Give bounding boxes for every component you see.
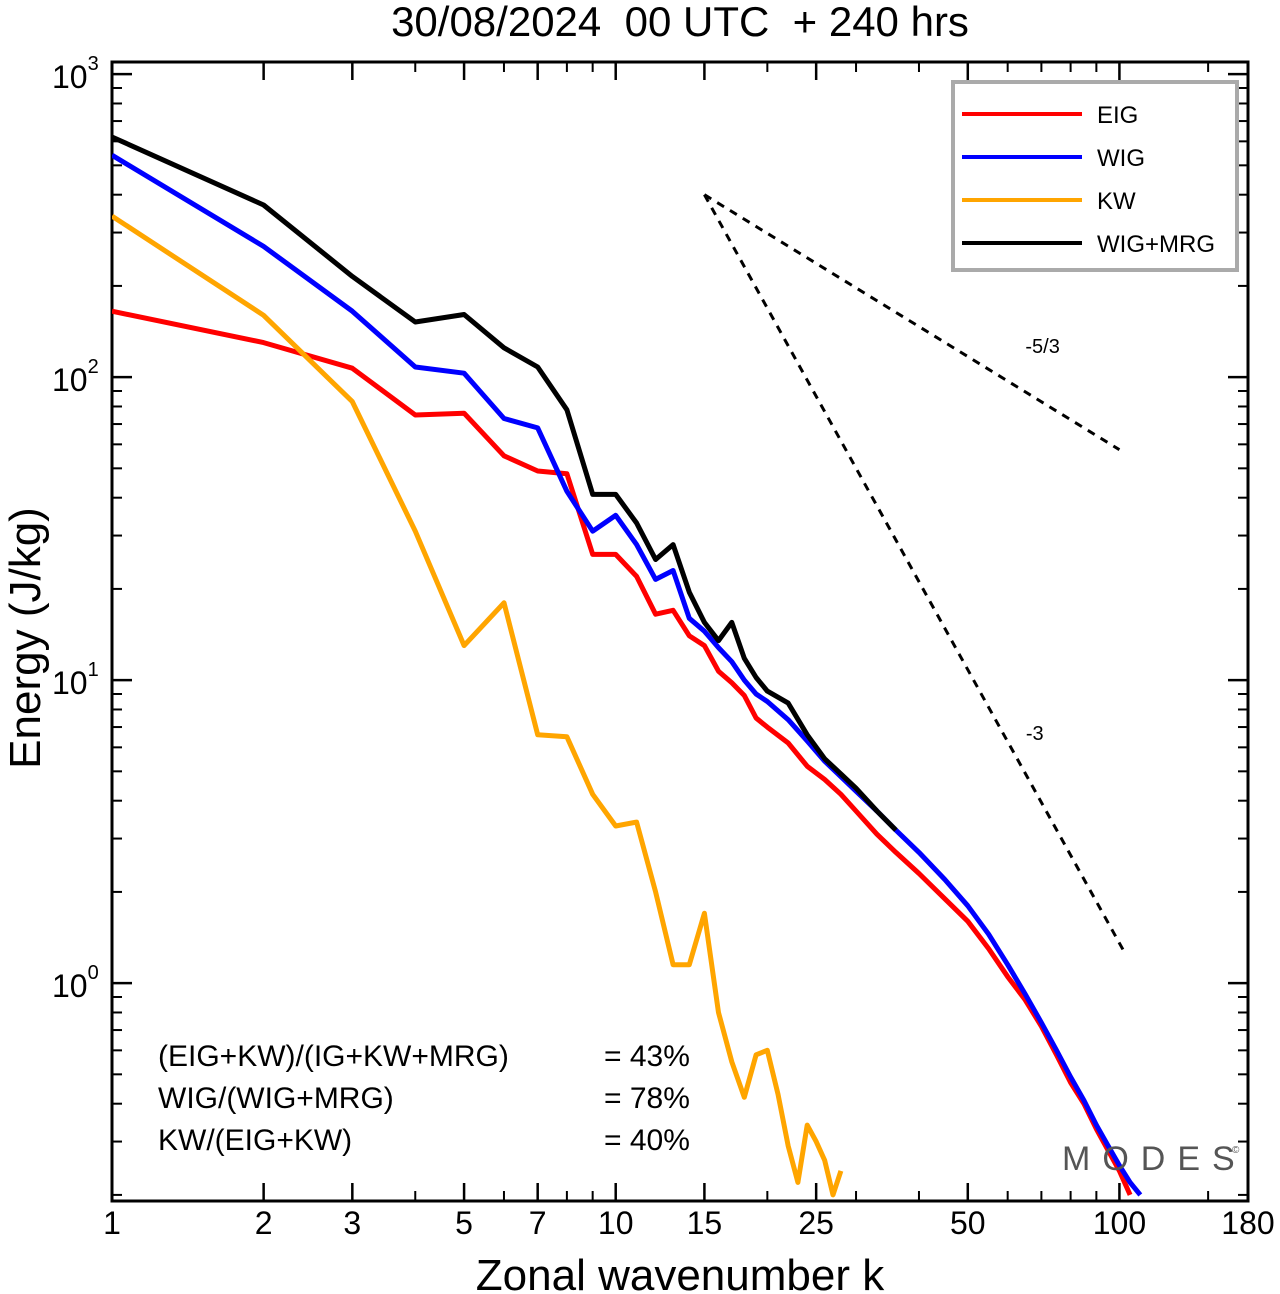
x-tick-label: 2 — [255, 1205, 273, 1241]
x-tick-label: 7 — [529, 1205, 547, 1241]
stat-label: WIG/(WIG+MRG) — [158, 1082, 394, 1115]
stat-label: KW/(EIG+KW) — [158, 1124, 352, 1157]
legend-label: WIG — [1097, 145, 1145, 172]
x-tick-label: 50 — [950, 1205, 986, 1241]
modes-watermark: MODES — [1062, 1140, 1247, 1178]
reference-lines: -5/3 -3 — [703, 193, 1128, 956]
chart-title: 30/08/2024 00 UTC + 240 hrs — [391, 0, 969, 45]
y-tick-label: 101 — [52, 659, 99, 701]
slope-label: -3 — [1026, 723, 1044, 745]
legend-label: EIG — [1097, 102, 1138, 129]
series-line-kw — [112, 214, 844, 1198]
stat-value: = 43% — [604, 1040, 690, 1073]
ratio-stats: (EIG+KW)/(IG+KW+MRG) = 43% WIG/(WIG+MRG) = … — [158, 1040, 690, 1157]
y-tick-label: 102 — [52, 356, 99, 398]
x-tick-label: 100 — [1093, 1205, 1146, 1241]
legend: EIG WIG KW WIG+MRG — [951, 80, 1239, 272]
x-tick-label: 1 — [103, 1205, 121, 1241]
legend-label: WIG+MRG — [1097, 231, 1215, 258]
y-tick-label: 100 — [52, 962, 99, 1004]
x-tick-label: 5 — [455, 1205, 473, 1241]
copyright-mark: © — [1232, 1145, 1240, 1156]
legend-label: KW — [1097, 188, 1136, 215]
x-tick-label: 3 — [343, 1205, 361, 1241]
stat-label: (EIG+KW)/(IG+KW+MRG) — [158, 1040, 509, 1073]
stat-value: = 78% — [604, 1082, 690, 1115]
x-tick-label: 10 — [598, 1205, 634, 1241]
x-axis: 1 2 3 5 7 10 15 25 50 100 180 — [103, 62, 1275, 1241]
x-tick-label: 15 — [687, 1205, 723, 1241]
x-tick-label: 25 — [798, 1205, 834, 1241]
stat-value: = 40% — [604, 1124, 690, 1157]
series-line-wig-mrg — [112, 134, 898, 832]
x-axis-label: Zonal wavenumber k — [476, 1251, 885, 1294]
reference-line--3 — [703, 193, 1128, 956]
y-axis-label: Energy (J/kg) — [1, 507, 50, 769]
x-tick-label: 180 — [1221, 1205, 1274, 1241]
reference-line--5/3 — [703, 193, 1121, 451]
y-tick-label: 103 — [52, 53, 99, 95]
series-line-wig — [112, 153, 1143, 1197]
series-lines — [112, 134, 1143, 1198]
slope-label: -5/3 — [1025, 336, 1059, 358]
